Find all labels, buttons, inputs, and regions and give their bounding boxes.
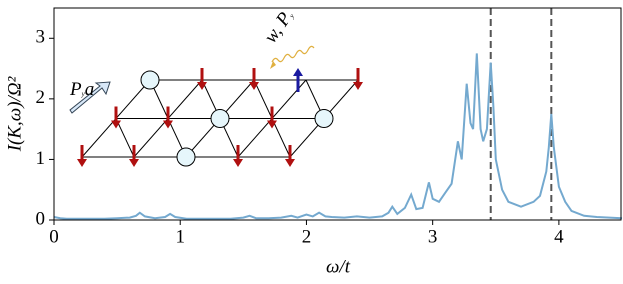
spin-head: [353, 82, 363, 90]
photon-wave: [271, 45, 315, 63]
lattice-bond: [115, 118, 135, 158]
spin-head: [233, 159, 243, 167]
label-part: a: [85, 79, 95, 100]
photon-head: [270, 61, 276, 69]
lattice-bond: [253, 79, 273, 119]
label-part: P: [69, 79, 82, 100]
lattice-vacancy: [176, 147, 196, 167]
inset-diagram: Pya w, Py: [69, 6, 363, 167]
spin-head: [163, 120, 173, 129]
spin-head: [293, 68, 303, 76]
y-tick-label: 1: [36, 148, 46, 169]
lattice-vacancy: [140, 70, 160, 90]
y-tick-label: 3: [36, 27, 46, 48]
x-tick-label: 2: [302, 226, 312, 247]
inset-arrow: [69, 81, 111, 114]
label-part: y: [287, 11, 296, 20]
spin-head: [77, 159, 87, 167]
spin-head: [129, 159, 139, 167]
spin-head: [197, 82, 207, 90]
y-tick-label: 2: [36, 87, 46, 108]
x-tick-label: 1: [175, 226, 185, 247]
lattice-vacancy: [314, 109, 334, 128]
x-axis-label: ω/t: [326, 256, 351, 277]
x-tick-label: 4: [554, 226, 564, 247]
spectrum-line: [53, 53, 623, 220]
lattice-bond: [271, 118, 291, 158]
lattice-vacancy: [210, 109, 230, 128]
x-tick-label: 0: [49, 226, 59, 247]
plot-frame: [53, 7, 622, 221]
spin-head: [267, 120, 277, 129]
y-tick-label: 0: [36, 208, 46, 229]
spin-head: [111, 120, 121, 129]
inset-label: w, Py: [260, 6, 298, 48]
x-tick-label: 3: [428, 226, 438, 247]
label-part: y: [81, 90, 86, 98]
spin-head: [285, 159, 295, 167]
y-axis-label: I(K,ω)/Ω²: [4, 76, 25, 152]
inset-label: Pya: [69, 79, 94, 100]
spin-head: [249, 82, 259, 90]
